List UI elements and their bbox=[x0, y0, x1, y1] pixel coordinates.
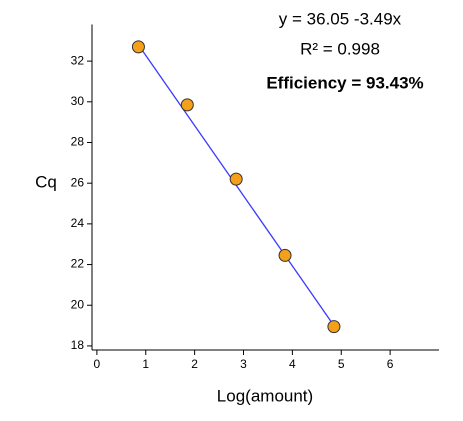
point bbox=[229, 172, 243, 186]
y-tick-label: 18 bbox=[71, 338, 85, 352]
y-tick-label: 22 bbox=[71, 257, 85, 271]
x-tick-label: 2 bbox=[191, 357, 198, 371]
x-tick-label: 1 bbox=[142, 357, 149, 371]
point bbox=[278, 248, 292, 262]
r-squared: R² = 0.998 bbox=[300, 39, 380, 58]
y-tick-label: 26 bbox=[71, 175, 85, 189]
y-axis-label: Cq bbox=[35, 172, 57, 191]
y-tick-label: 28 bbox=[71, 135, 85, 149]
x-tick-label: 0 bbox=[94, 357, 101, 371]
point bbox=[327, 320, 341, 334]
point bbox=[131, 40, 145, 54]
y-tick-label: 30 bbox=[71, 94, 85, 108]
point bbox=[180, 98, 194, 112]
efficiency: Efficiency = 93.43% bbox=[266, 73, 423, 92]
x-tick-label: 3 bbox=[240, 357, 247, 371]
x-axis-label: Log(amount) bbox=[217, 386, 313, 405]
y-tick-label: 32 bbox=[71, 53, 85, 67]
equation: y = 36.05 -3.49x bbox=[279, 9, 402, 28]
x-tick-label: 5 bbox=[338, 357, 345, 371]
x-tick-label: 4 bbox=[289, 357, 296, 371]
x-tick-label: 6 bbox=[387, 357, 394, 371]
y-tick-label: 20 bbox=[71, 297, 85, 311]
y-tick-label: 24 bbox=[71, 216, 85, 230]
